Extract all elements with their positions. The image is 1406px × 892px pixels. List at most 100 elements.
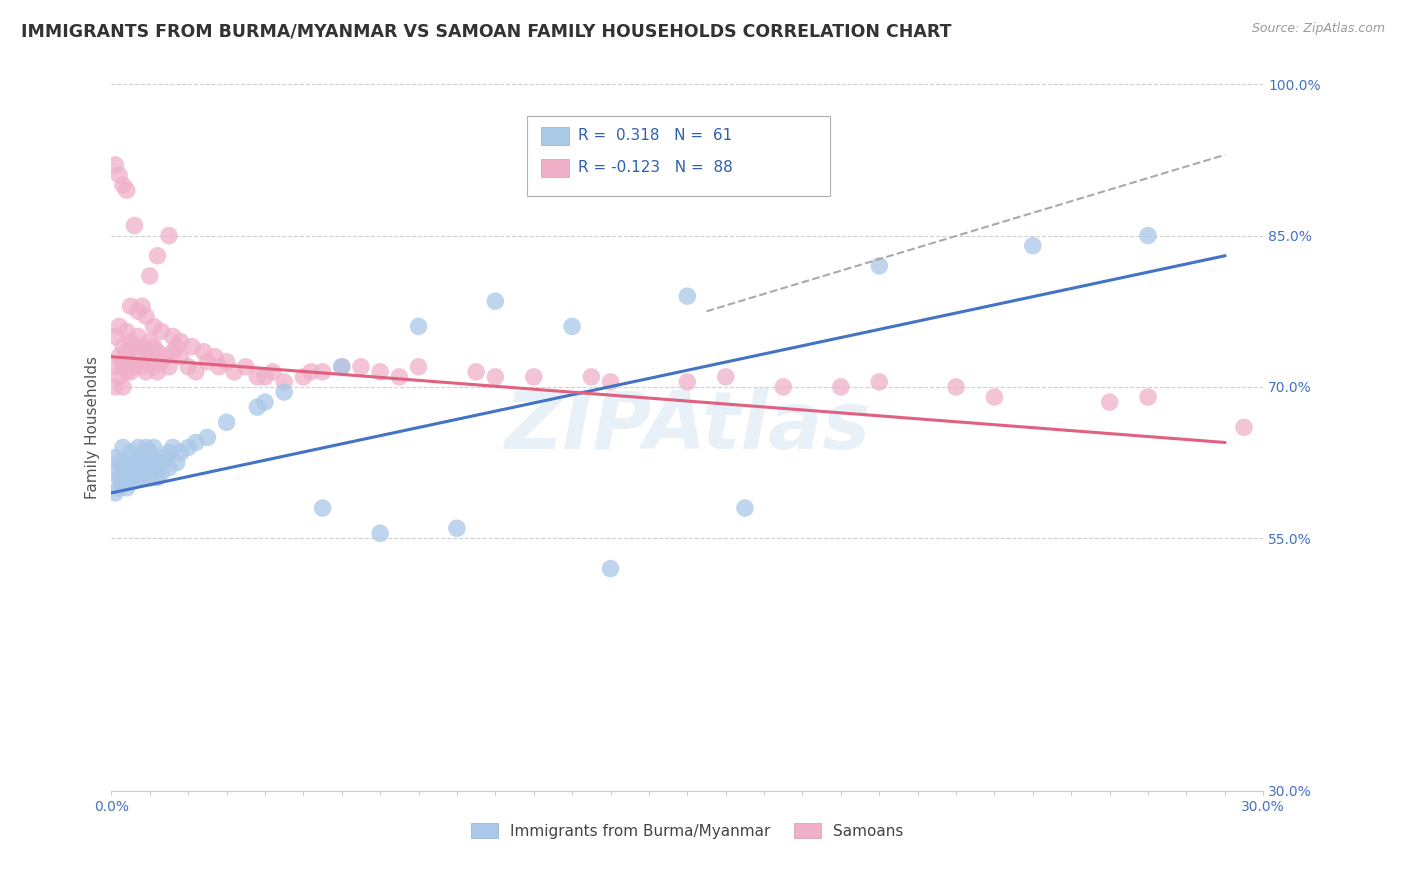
Point — [184, 435, 207, 450]
Point — [131, 359, 153, 374]
Point — [146, 249, 169, 263]
Point — [676, 289, 699, 303]
Point — [224, 365, 246, 379]
Point — [104, 359, 127, 374]
Point — [197, 355, 219, 369]
Point — [166, 340, 188, 354]
Point — [204, 350, 226, 364]
Point — [169, 445, 191, 459]
Text: ZIPAtlas: ZIPAtlas — [505, 388, 870, 467]
Point — [131, 299, 153, 313]
Point — [108, 369, 131, 384]
Point — [127, 450, 149, 465]
Point — [408, 319, 430, 334]
Point — [139, 471, 162, 485]
Point — [150, 325, 173, 339]
Point — [124, 340, 146, 354]
Point — [135, 441, 157, 455]
Point — [676, 375, 699, 389]
Point — [111, 475, 134, 490]
Point — [1022, 238, 1045, 252]
Point — [131, 460, 153, 475]
Point — [157, 359, 180, 374]
Point — [177, 441, 200, 455]
Point — [169, 350, 191, 364]
Point — [484, 294, 506, 309]
Point — [115, 456, 138, 470]
Point — [131, 456, 153, 470]
Point — [115, 183, 138, 197]
Point — [115, 344, 138, 359]
Point — [388, 369, 411, 384]
Point — [111, 359, 134, 374]
Point — [115, 365, 138, 379]
Point — [311, 501, 333, 516]
Point — [120, 460, 142, 475]
Point — [111, 460, 134, 475]
Point — [184, 365, 207, 379]
Point — [1137, 228, 1160, 243]
Point — [446, 521, 468, 535]
Point — [135, 456, 157, 470]
Point — [146, 460, 169, 475]
Point — [127, 471, 149, 485]
Point — [124, 219, 146, 233]
Point — [108, 471, 131, 485]
Point — [120, 299, 142, 313]
Point — [146, 365, 169, 379]
Y-axis label: Family Households: Family Households — [86, 356, 100, 499]
Point — [139, 334, 162, 349]
Point — [157, 228, 180, 243]
Point — [561, 319, 583, 334]
Point — [1137, 390, 1160, 404]
Point — [408, 359, 430, 374]
Point — [127, 441, 149, 455]
Point — [127, 304, 149, 318]
Point — [104, 466, 127, 480]
Point — [146, 344, 169, 359]
Point — [157, 460, 180, 475]
Point — [142, 359, 165, 374]
Point — [111, 340, 134, 354]
Point — [135, 466, 157, 480]
Point — [104, 450, 127, 465]
Point — [734, 501, 756, 516]
Text: Source: ZipAtlas.com: Source: ZipAtlas.com — [1251, 22, 1385, 36]
Point — [108, 168, 131, 182]
Point — [150, 355, 173, 369]
Point — [135, 344, 157, 359]
Point — [868, 259, 890, 273]
Point — [120, 334, 142, 349]
Point — [215, 415, 238, 429]
Text: IMMIGRANTS FROM BURMA/MYANMAR VS SAMOAN FAMILY HOUSEHOLDS CORRELATION CHART: IMMIGRANTS FROM BURMA/MYANMAR VS SAMOAN … — [21, 22, 952, 40]
Point — [108, 481, 131, 495]
Point — [124, 456, 146, 470]
Point — [330, 359, 353, 374]
Point — [139, 445, 162, 459]
Point — [484, 369, 506, 384]
Point — [868, 375, 890, 389]
Point — [111, 441, 134, 455]
Point — [108, 456, 131, 470]
Point — [830, 380, 852, 394]
Point — [142, 340, 165, 354]
Text: R = -0.123   N =  88: R = -0.123 N = 88 — [578, 161, 733, 175]
Point — [108, 350, 131, 364]
Point — [120, 365, 142, 379]
Point — [523, 369, 546, 384]
Point — [146, 471, 169, 485]
Point — [193, 344, 215, 359]
Point — [1233, 420, 1256, 434]
Point — [115, 466, 138, 480]
Point — [368, 365, 391, 379]
Point — [111, 380, 134, 394]
Point — [772, 380, 794, 394]
Point — [153, 450, 176, 465]
Point — [131, 340, 153, 354]
Point — [599, 561, 621, 575]
Point — [368, 526, 391, 541]
Point — [124, 466, 146, 480]
Point — [157, 445, 180, 459]
Point — [350, 359, 373, 374]
Point — [246, 400, 269, 414]
